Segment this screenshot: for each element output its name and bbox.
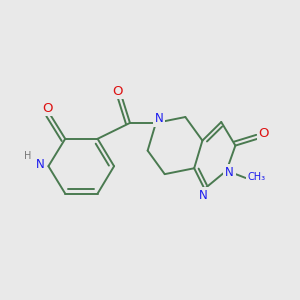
Text: O: O — [112, 85, 123, 98]
Text: CH₃: CH₃ — [248, 172, 266, 182]
Text: O: O — [259, 127, 269, 140]
Text: N: N — [225, 166, 234, 178]
Text: H: H — [23, 151, 31, 161]
Text: N: N — [154, 112, 163, 125]
Text: N: N — [36, 158, 44, 171]
Text: O: O — [42, 102, 53, 115]
Text: N: N — [199, 189, 207, 202]
